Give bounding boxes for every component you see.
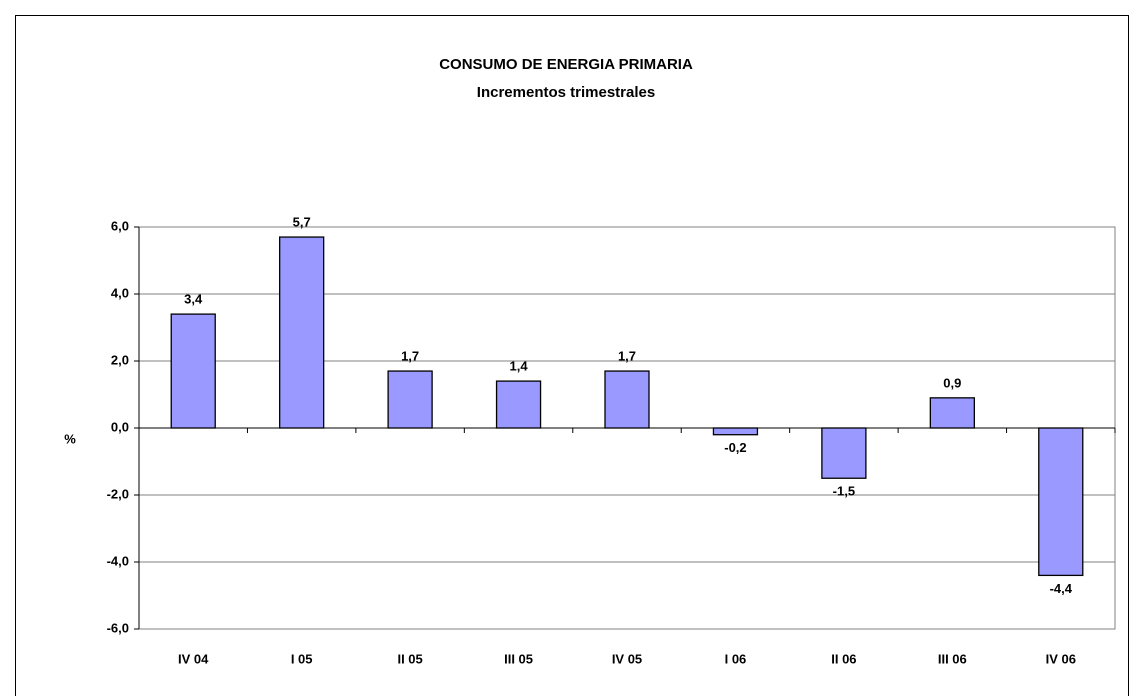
data-label: -1,5 <box>833 484 855 499</box>
data-label: -0,2 <box>724 440 746 455</box>
x-tick-label: III 05 <box>504 651 533 666</box>
x-tick-label: I 05 <box>291 651 313 666</box>
chart-title: CONSUMO DE ENERGIA PRIMARIA <box>439 56 693 73</box>
x-tick-label: III 06 <box>938 651 967 666</box>
bar <box>929 397 975 429</box>
bar <box>279 236 325 429</box>
bar <box>1038 427 1084 577</box>
bar <box>712 427 759 436</box>
x-tick-label: I 06 <box>725 651 747 666</box>
bar <box>821 427 867 479</box>
bar <box>170 313 216 429</box>
y-tick-label: -6,0 <box>107 620 129 635</box>
data-label: -4,4 <box>1050 581 1073 596</box>
y-tick-label: 0,0 <box>111 419 129 434</box>
y-tick-label: 6,0 <box>111 218 129 233</box>
data-label: 1,4 <box>510 359 529 374</box>
x-tick-label: IV 06 <box>1046 651 1076 666</box>
x-tick-label: IV 05 <box>612 651 642 666</box>
data-label: 5,7 <box>293 214 311 229</box>
y-tick-label: -2,0 <box>107 486 129 501</box>
bar <box>387 370 433 429</box>
y-tick-label: -4,0 <box>107 553 129 568</box>
x-tick-label: II 06 <box>831 651 856 666</box>
bar <box>495 380 542 429</box>
bar <box>604 370 650 429</box>
y-tick-label: 4,0 <box>111 285 129 300</box>
y-axis-label: % <box>64 431 76 446</box>
data-label: 1,7 <box>618 348 636 363</box>
chart-subtitle: Incrementos trimestrales <box>477 84 655 101</box>
data-label: 0,9 <box>943 375 961 390</box>
data-label: 1,7 <box>401 348 419 363</box>
x-tick-label: IV 04 <box>178 651 209 666</box>
data-label: 3,4 <box>184 292 203 307</box>
x-tick-label: II 05 <box>397 651 422 666</box>
y-tick-label: 2,0 <box>111 352 129 367</box>
